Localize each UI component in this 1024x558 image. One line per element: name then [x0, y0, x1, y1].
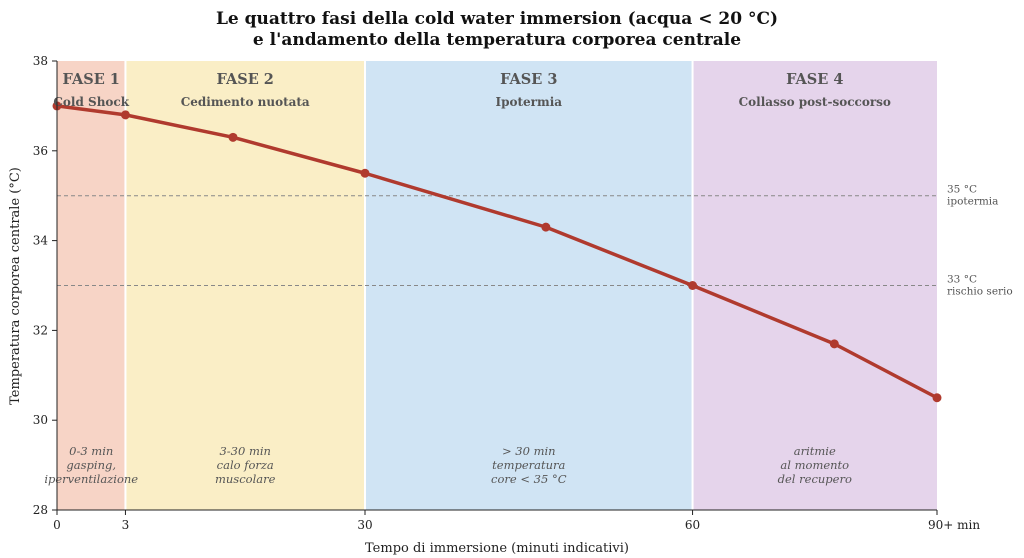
- data-point-7: [829, 339, 839, 349]
- reference-label-35-2: ipotermia: [947, 196, 998, 208]
- phase-note-3-2: temperatura: [492, 458, 565, 472]
- y-tick-label-28: 28: [33, 503, 48, 517]
- x-tick-label-5: 90+ min: [928, 518, 980, 532]
- phase-name-1: FASE 1: [63, 71, 120, 88]
- phase-subtitle-2: Cedimento nuotata: [181, 95, 310, 109]
- phase-note-4-2: al momento: [780, 458, 849, 472]
- y-tick-label-38: 38: [33, 54, 48, 68]
- x-tick-label-3: 30: [357, 518, 372, 532]
- x-axis-label: Tempo di immersione (minuti indicativi): [365, 541, 629, 556]
- data-point-2: [120, 110, 130, 120]
- phase-subtitle-3: Ipotermia: [496, 95, 563, 109]
- phase-subtitle-4: Collasso post-soccorso: [739, 95, 891, 109]
- reference-label-33-1: 33 °C: [947, 274, 977, 286]
- phase-subtitle-1: Cold Shock: [53, 95, 129, 109]
- phase-labels: FASE 1 Cold Shock 0-3 mingasping,iperventi…: [44, 71, 891, 486]
- chart-title-line1: Le quattro fasi della cold water immersi…: [216, 9, 778, 29]
- phase-note-4-3: del recupero: [778, 472, 852, 486]
- series-line-1: [55, 104, 939, 400]
- x-tick-label-2: 3: [122, 518, 130, 532]
- data-point-3: [228, 132, 238, 142]
- y-ticks: 28 30 32 34 36 38: [33, 54, 57, 517]
- data-point-5: [541, 222, 551, 232]
- data-point-4: [360, 168, 370, 178]
- phase-note-1-3: iperventilazione: [44, 472, 138, 486]
- phase-note-2-3: muscolare: [215, 472, 276, 486]
- phase-note-2-1: 3-30 min: [219, 444, 270, 458]
- phase-note-3-1: > 30 min: [502, 444, 556, 458]
- x-tick-label-4: 60: [685, 518, 700, 532]
- y-tick-label-34: 34: [33, 234, 49, 248]
- reference-label-33-2: rischio serio: [947, 286, 1013, 298]
- y-tick-label-30: 30: [33, 413, 48, 427]
- phase-name-3: FASE 3: [500, 71, 557, 88]
- reference-label-35-1: 35 °C: [947, 184, 977, 196]
- data-point-8: [932, 393, 942, 403]
- chart-title-line2: e l'andamento della temperatura corporea…: [253, 30, 741, 50]
- y-axis-label: Temperatura corporea centrale (°C): [8, 167, 23, 405]
- x-tick-label-1: 0: [53, 518, 61, 532]
- axes: [56, 61, 937, 511]
- phase-band-2: [125, 61, 365, 510]
- phase-note-1-2: gasping,: [66, 458, 116, 472]
- data-point-6: [688, 281, 698, 290]
- y-tick-label-36: 36: [33, 144, 48, 158]
- phase-note-4-1: aritmie: [794, 444, 836, 458]
- phase-name-2: FASE 2: [217, 71, 274, 88]
- y-tick-label-32: 32: [33, 323, 48, 337]
- phase-note-1-1: 0-3 min: [69, 444, 113, 458]
- phase-name-4: FASE 4: [786, 71, 843, 88]
- x-ticks: 0 3 30 60 90+ min: [53, 510, 980, 532]
- phase-note-2-2: calo forza: [217, 458, 274, 472]
- phase-note-3-3: core < 35 °C: [491, 472, 567, 486]
